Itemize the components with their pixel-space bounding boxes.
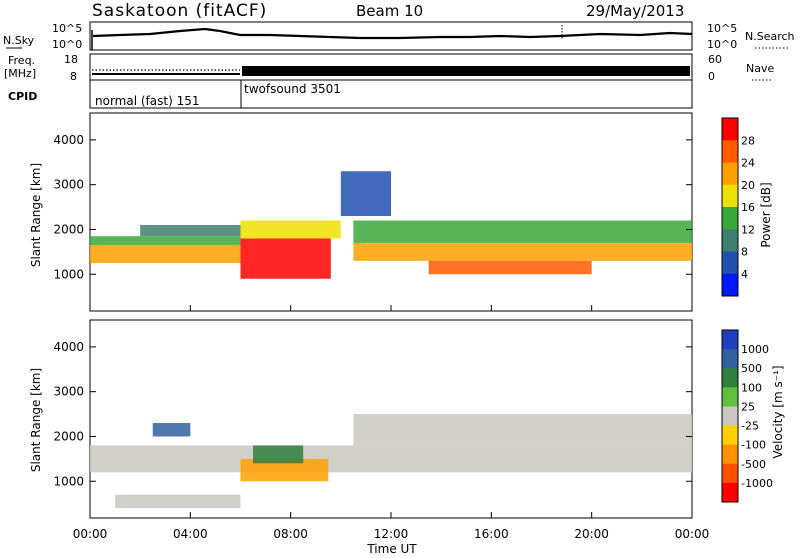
power-ytick-label: 1000 [53,267,84,281]
velocity-panel: 1000 2000 3000 4000 Slant Range [km] 1000 50… [29,319,785,519]
date-title: 29/May/2013 [586,2,684,20]
velocity-echo-band [90,445,692,473]
power-colorbar-swatch [722,184,738,208]
velocity-colorbar-tick: -500 [741,458,766,471]
power-colorbar-swatch [722,140,738,163]
power-echo-band [428,260,592,275]
noise-panel: N.Sky 10^5 10^0 10^5 10^0 N.Search [3,21,795,51]
velocity-echo-band [115,494,241,509]
x-tick-label: 00:00 [73,527,108,541]
freq-panel: Freq. [MHz] 18 8 60 0 Nave [4,53,774,83]
power-colorbar-label: Power [dB] [759,182,773,247]
power-colorbar-swatch [722,118,738,141]
power-colorbar-tick: 20 [741,179,755,192]
power-colorbar-tick: 24 [741,157,755,170]
velocity-colorbar-swatch [722,349,738,369]
velocity-colorbar-tick: 500 [741,362,762,375]
velocity-ytick-label: 1000 [53,474,84,488]
velocity-colorbar-swatch [722,482,738,503]
nave-right-tick-bottom: 0 [708,70,715,83]
power-colorbar-swatch [722,229,738,252]
velocity-colorbar-swatch [722,387,738,407]
noise-right-tick-top: 10^5 [707,22,737,35]
power-colorbar-frame [721,117,739,297]
velocity-echo-band [253,445,304,464]
velocity-colorbar-frame [721,329,739,503]
noise-left-tick-top: 10^5 [52,22,82,35]
velocity-colorbar-swatch [722,368,738,388]
power-panel: 1000 2000 3000 4000 Slant Range [km] 28 24 20… [29,112,773,312]
station-title: Saskatoon (fitACF) [92,1,267,21]
cpid-mode-2: twofsound 3501 [244,82,341,96]
beam-title: Beam 10 [356,2,423,20]
cpid-mode-1: normal (fast) 151 [95,94,199,108]
power-echo-band [240,220,341,239]
x-tick-label: 08:00 [273,527,308,541]
power-colorbar-tick: 4 [741,268,748,281]
freq-label-2: [MHz] [4,67,36,80]
freq-left-tick-bottom: 8 [70,70,77,83]
x-tick-label: 20:00 [574,527,609,541]
velocity-echo-band [152,423,191,437]
power-ytick-label: 4000 [53,133,84,147]
power-echo-band [240,238,331,279]
freq-label-1: Freq. [8,54,35,67]
power-colorbar-tick: 8 [741,246,748,259]
nave-block [242,66,690,76]
velocity-colorbar-tick: -1000 [741,477,773,490]
power-colorbar-swatch [722,207,738,230]
nave-right-tick-top: 60 [708,53,722,66]
power-ytick-label: 3000 [53,178,84,192]
velocity-echo-band [353,414,692,446]
velocity-ytick-label: 4000 [53,340,84,354]
noise-right-label: N.Search [745,30,795,43]
velocity-colorbar-tick: 1000 [741,343,769,356]
velocity-colorbar-tick: 25 [741,400,755,413]
power-ytick-label: 2000 [53,222,84,236]
x-axis-label: Time UT [366,542,417,554]
x-tick-label: 12:00 [374,527,409,541]
power-echo-band [353,242,692,261]
power-colorbar-swatch [722,162,738,186]
noise-left-tick-bottom: 10^0 [52,38,82,51]
velocity-colorbar-swatch [722,330,738,350]
velocity-colorbar-swatch [722,463,738,484]
velocity-ytick-label: 3000 [53,385,84,399]
power-echo-band [140,224,241,237]
power-colorbar-tick: 16 [741,201,755,214]
velocity-colorbar-tick: -25 [741,420,759,433]
cpid-panel: CPID normal (fast) 151 twofsound 3501 [8,79,693,109]
velocity-colorbar-label: Velocity [m s⁻¹] [771,365,785,458]
nave-label: Nave [746,62,774,75]
velocity-colorbar-swatch [722,425,738,446]
cpid-label: CPID [8,90,37,103]
x-tick-label: 04:00 [173,527,208,541]
noise-right-tick-bottom: 10^0 [707,38,737,51]
velocity-ylabel: Slant Range [km] [29,368,43,472]
power-colorbar-tick: 12 [741,223,755,236]
power-echo-band [90,245,241,264]
noise-left-label: N.Sky [3,34,35,47]
noise-sky-line [92,27,693,40]
velocity-colorbar-tick: -100 [741,439,766,452]
power-colorbar-swatch [722,273,738,297]
x-axis: 00:00 04:00 08:00 12:00 16:00 20:00 00:00 [73,305,710,541]
velocity-ytick-label: 2000 [53,429,84,443]
power-ylabel: Slant Range [km] [29,163,43,267]
power-echo-band [340,171,391,217]
x-tick-label: 00:00 [675,527,710,541]
power-colorbar-tick: 28 [741,134,755,147]
power-echo-band [90,236,241,246]
x-tick-label: 16:00 [474,527,509,541]
velocity-colorbar-tick: 100 [741,381,762,394]
velocity-colorbar-swatch [722,444,738,465]
freq-left-tick-top: 18 [64,53,78,66]
power-colorbar-swatch [722,251,738,275]
velocity-colorbar-swatch [722,406,738,427]
power-echo-band [353,220,692,243]
velocity-echo-band [240,458,329,482]
